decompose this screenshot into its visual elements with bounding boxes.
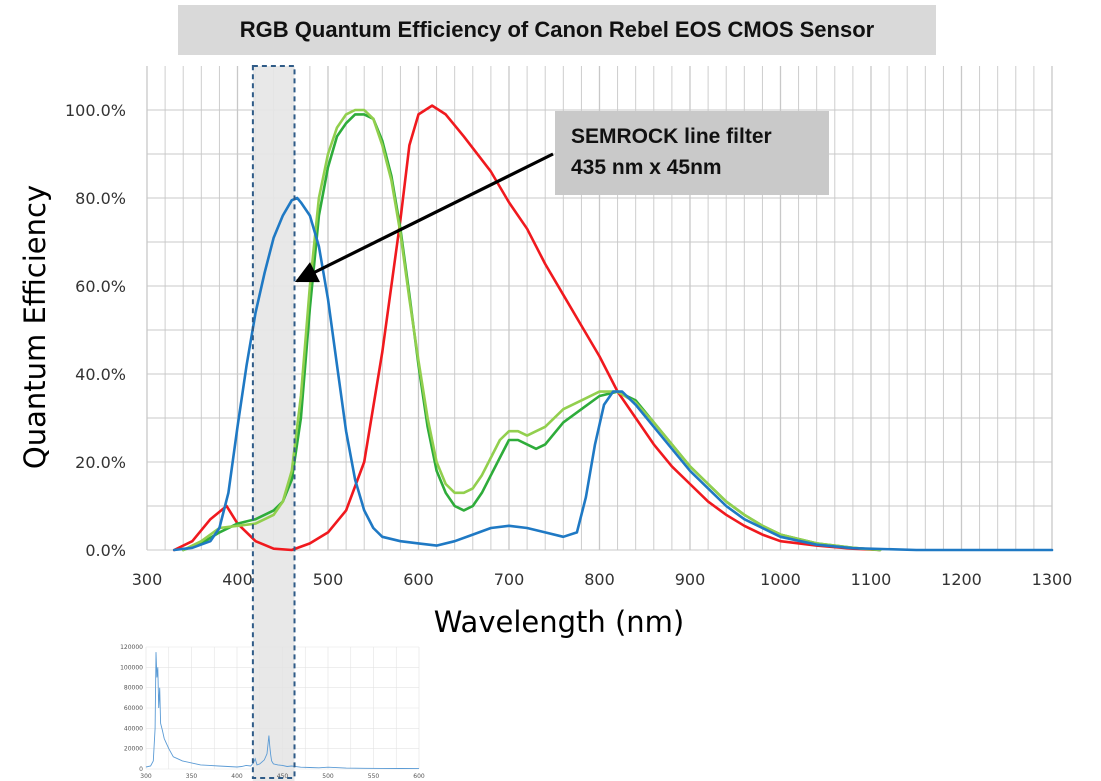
x-tick-label: 800 bbox=[584, 570, 615, 589]
y-tick-label: 60.0% bbox=[75, 277, 126, 296]
series-line-green-light bbox=[181, 108, 882, 552]
inset-chart: 300 350 400 450 500 550 600 0 20000 40000 60000 800… bbox=[120, 644, 425, 780]
y-tick-label: 80.0% bbox=[75, 189, 126, 208]
inset-x-tick-label: 350 bbox=[186, 773, 198, 780]
annotation-box: SEMROCK line filter 435 nm x 45nm bbox=[555, 111, 829, 195]
y-tick-label: 0.0% bbox=[85, 541, 126, 560]
highlight-band-border bbox=[251, 65, 296, 779]
annotation-arrow bbox=[294, 152, 554, 283]
inset-series-line bbox=[145, 652, 420, 770]
x-tick-label: 900 bbox=[675, 570, 706, 589]
inset-y-tick-label: 60000 bbox=[124, 705, 143, 712]
inset-y-tick-label: 120000 bbox=[120, 644, 143, 651]
series-line-blue bbox=[172, 196, 1054, 552]
series-line-red bbox=[172, 104, 882, 552]
x-tick-label: 600 bbox=[403, 570, 434, 589]
main-series-group bbox=[172, 104, 1054, 552]
highlight-band-fill bbox=[252, 66, 295, 781]
x-tick-label: 700 bbox=[494, 570, 525, 589]
inset-x-tick-label: 450 bbox=[277, 773, 289, 780]
y-axis-title: Quantum Efficiency bbox=[18, 185, 52, 469]
inset-x-tick-label: 300 bbox=[140, 773, 152, 780]
y-tick-label: 20.0% bbox=[75, 453, 126, 472]
inset-y-tick-label: 80000 bbox=[124, 685, 143, 692]
x-tick-label: 1300 bbox=[1032, 570, 1073, 589]
inset-y-tick-label: 100000 bbox=[120, 664, 143, 671]
annotation-line-1: SEMROCK line filter bbox=[571, 125, 772, 148]
inset-x-tick-label: 550 bbox=[368, 773, 380, 780]
highlight-band bbox=[252, 66, 295, 781]
y-tick-label: 40.0% bbox=[75, 365, 126, 384]
x-tick-label: 1000 bbox=[760, 570, 801, 589]
y-tick-label: 100.0% bbox=[65, 101, 126, 120]
x-tick-label: 400 bbox=[222, 570, 253, 589]
inset-y-tick-label: 40000 bbox=[124, 725, 143, 732]
chart-title: RGB Quantum Efficiency of Canon Rebel EO… bbox=[178, 5, 936, 55]
x-tick-label: 1200 bbox=[941, 570, 982, 589]
annotation-line-2: 435 nm x 45nm bbox=[571, 156, 722, 179]
inset-y-tick-label: 20000 bbox=[124, 746, 143, 753]
x-tick-label: 1100 bbox=[851, 570, 892, 589]
main-tick-labels: 300 400 500 600 700 800 900 1000 1100 1200 1300 0.0… bbox=[65, 101, 1072, 589]
inset-y-tick-label: 0 bbox=[139, 766, 143, 773]
highlight-band-outline bbox=[251, 65, 296, 779]
x-tick-label: 300 bbox=[132, 570, 163, 589]
x-tick-label: 500 bbox=[313, 570, 344, 589]
x-axis-title: Wavelength (nm) bbox=[434, 605, 685, 639]
inset-x-tick-label: 600 bbox=[413, 773, 425, 780]
inset-x-tick-label: 400 bbox=[231, 773, 243, 780]
inset-x-tick-label: 500 bbox=[322, 773, 334, 780]
